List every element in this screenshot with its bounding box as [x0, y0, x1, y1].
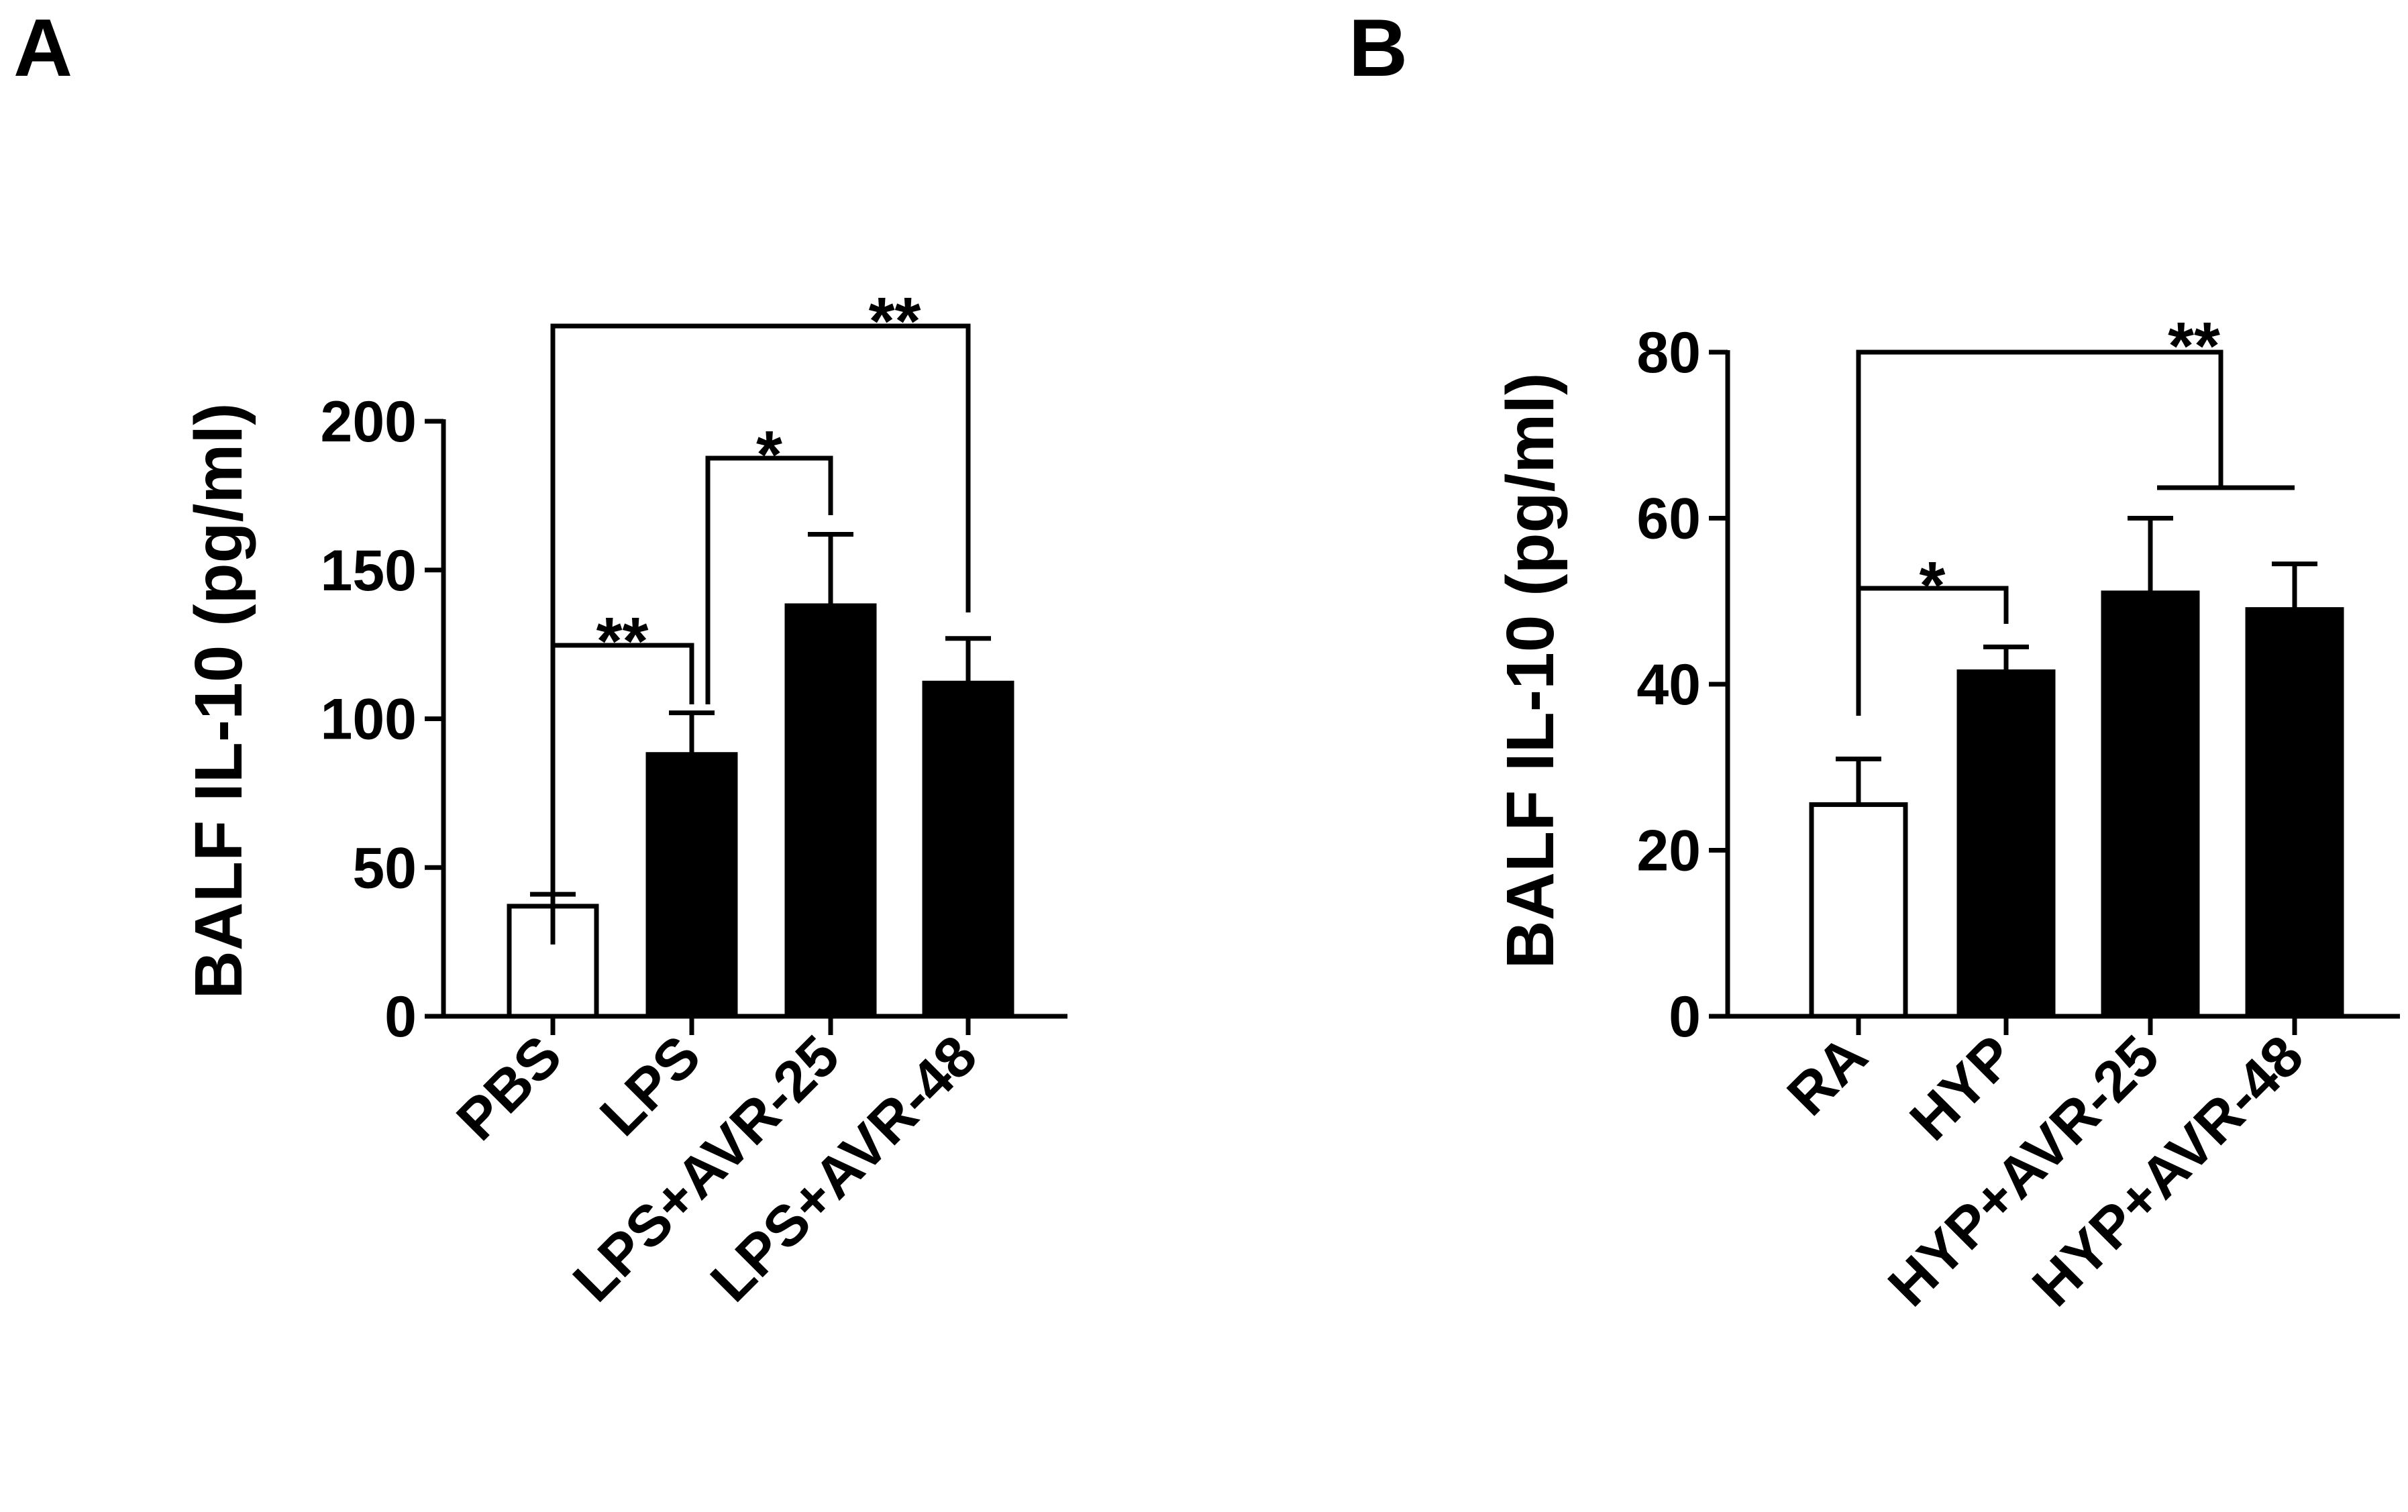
y-tick-label: 20 [1636, 819, 1701, 883]
significance-label: ** [596, 604, 649, 679]
significance-label: * [756, 417, 782, 492]
y-tick-label: 0 [1669, 985, 1701, 1049]
x-category-label: LPS [588, 1024, 713, 1148]
significance-bracket [705, 455, 833, 704]
x-category-label: PBS [445, 1024, 574, 1153]
y-axis-title: BALF IL-10 (pg/ml) [1493, 373, 1568, 969]
y-axis-title: BALF IL-10 (pg/ml) [181, 403, 256, 1000]
significance-label: ** [869, 284, 921, 359]
significance-bracket [550, 323, 971, 944]
bar [922, 680, 1014, 1019]
significance-label: * [1920, 548, 1946, 623]
bar [2245, 607, 2344, 1019]
y-tick-label: 0 [384, 985, 417, 1049]
y-tick-label: 100 [321, 688, 417, 752]
y-tick-label: 200 [321, 390, 417, 454]
bar [645, 752, 738, 1019]
bar [1809, 802, 1908, 1019]
x-category-label: RA [1775, 1024, 1880, 1128]
bar [2101, 590, 2200, 1019]
bar [784, 603, 877, 1019]
bar [507, 904, 599, 1019]
y-tick-label: 80 [1636, 321, 1701, 385]
y-tick-label: 60 [1636, 487, 1701, 551]
significance-bracket [1856, 349, 2223, 716]
y-tick-label: 40 [1636, 653, 1701, 717]
significance-label: ** [2168, 309, 2220, 384]
bar [1956, 669, 2056, 1019]
panel-b-letter: B [1349, 2, 1408, 93]
y-tick-label: 50 [352, 836, 417, 900]
y-tick-label: 150 [321, 539, 417, 603]
x-category-label: HYP [1898, 1024, 2028, 1153]
panel-a-letter: A [13, 2, 73, 93]
